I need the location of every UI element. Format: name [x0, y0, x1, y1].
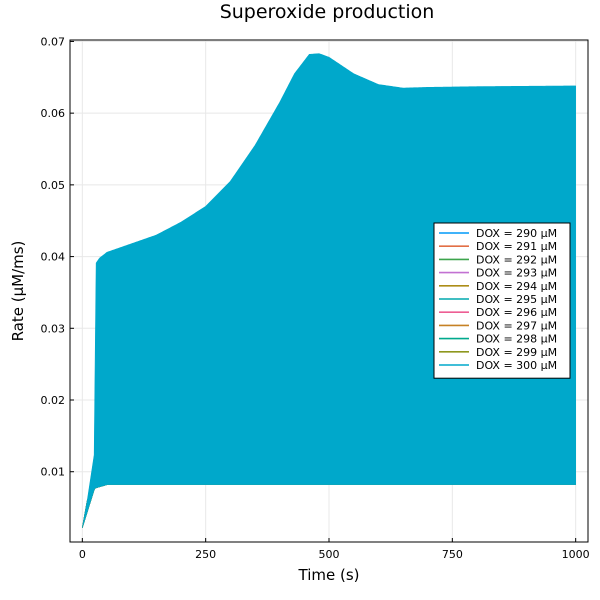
- plot-area: [82, 53, 576, 528]
- axis-ticks: 0 250 500 750 1000 0.01 0.02 0.03 0.04 0.05 0.06 0.…: [41, 35, 590, 561]
- legend-label-7: DOX = 297 μM: [476, 319, 557, 332]
- x-tick-label-4: 1000: [562, 548, 590, 561]
- y-tick-label-1: 0.02: [41, 394, 66, 407]
- legend-label-1: DOX = 291 μM: [476, 240, 557, 253]
- legend-label-0: DOX = 290 μM: [476, 227, 557, 240]
- y-tick-label-5: 0.06: [41, 107, 66, 120]
- legend-label-2: DOX = 292 μM: [476, 253, 557, 266]
- legend-label-10: DOX = 300 μM: [476, 359, 557, 372]
- y-tick-label-4: 0.05: [41, 179, 66, 192]
- legend-label-4: DOX = 294 μM: [476, 280, 557, 293]
- y-tick-label-0: 0.01: [41, 466, 66, 479]
- y-tick-label-2: 0.03: [41, 322, 66, 335]
- legend-label-3: DOX = 293 μM: [476, 267, 557, 280]
- y-tick-label-6: 0.07: [41, 35, 66, 48]
- x-tick-label-0: 0: [79, 548, 86, 561]
- x-axis-label: Time (s): [298, 566, 360, 584]
- x-tick-label-2: 500: [319, 548, 340, 561]
- chart-title: Superoxide production: [220, 1, 435, 23]
- y-tick-label-3: 0.04: [41, 251, 66, 264]
- legend-label-9: DOX = 299 μM: [476, 346, 557, 359]
- legend-label-8: DOX = 298 μM: [476, 333, 557, 346]
- legend-label-6: DOX = 296 μM: [476, 306, 557, 319]
- legend-label-5: DOX = 295 μM: [476, 293, 557, 306]
- x-tick-label-3: 750: [442, 548, 463, 561]
- x-tick-label-1: 250: [195, 548, 216, 561]
- series-area-10: [82, 53, 576, 528]
- y-axis-label: Rate (μM/ms): [9, 241, 27, 342]
